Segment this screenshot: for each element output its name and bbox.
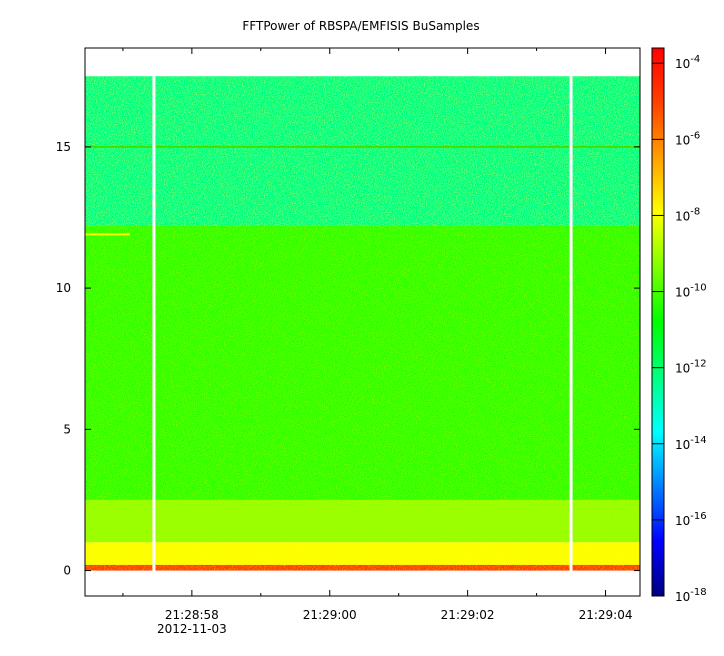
colorbar-gradient bbox=[651, 47, 665, 597]
colorbar-ticks: 10-4 10-6 10-8 10-10 10-12 10-14 10-16 10-18 bbox=[652, 54, 707, 604]
colorbar-tick-label-4: 10-12 bbox=[675, 359, 707, 376]
plot-frame bbox=[84, 47, 641, 597]
colorbar-tick-label-2: 10-8 bbox=[675, 206, 700, 223]
data-gap-1 bbox=[569, 76, 573, 596]
y-tick-label-0: 0 bbox=[63, 564, 71, 578]
x-tick-label-2: 21:29:02 bbox=[441, 608, 495, 622]
band-1 bbox=[85, 225, 640, 500]
x-tick-label-0: 21:28:58 bbox=[165, 608, 219, 622]
data-gaps bbox=[152, 76, 573, 596]
y-tick-label-3: 15 bbox=[56, 140, 71, 154]
band-4 bbox=[85, 564, 640, 571]
x-tick-date-label: 2012-11-03 bbox=[157, 622, 227, 636]
y-axis: 0 5 10 15 bbox=[56, 140, 640, 578]
colorbar: 10-4 10-6 10-8 10-10 10-12 10-14 10-16 10-18 bbox=[651, 47, 707, 604]
data-gap-0 bbox=[152, 76, 156, 596]
x-tick-label-1: 21:29:00 bbox=[303, 608, 357, 622]
y-tick-label-2: 10 bbox=[56, 281, 71, 295]
colorbar-tick-label-7: 10-18 bbox=[675, 587, 707, 604]
colorbar-tick-label-1: 10-6 bbox=[675, 130, 700, 147]
colorbar-tick-label-6: 10-16 bbox=[675, 511, 707, 528]
band-0 bbox=[85, 76, 640, 226]
spectrogram-bands bbox=[85, 76, 640, 571]
chart-title: FFTPower of RBSPA/EMFISIS BuSamples bbox=[242, 19, 479, 33]
x-tick-label-3: 21:29:04 bbox=[579, 608, 633, 622]
colorbar-tick-label-0: 10-4 bbox=[675, 54, 700, 71]
y-tick-label-1: 5 bbox=[63, 422, 71, 436]
band-3 bbox=[85, 542, 640, 565]
colorbar-tick-label-3: 10-10 bbox=[675, 283, 707, 300]
spectrogram-plot-area bbox=[85, 76, 640, 596]
band-2 bbox=[85, 499, 640, 543]
colorbar-tick-label-5: 10-14 bbox=[675, 435, 707, 452]
spectrogram-lines bbox=[85, 145, 640, 236]
